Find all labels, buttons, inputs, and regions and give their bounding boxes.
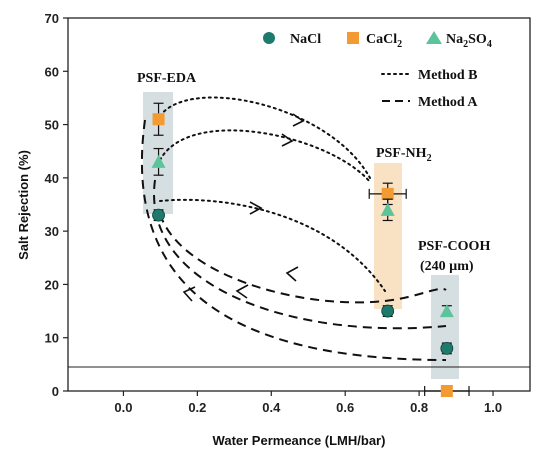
y-tick-label: 40 xyxy=(45,171,59,186)
x-axis-ticks: 0.0 0.2 0.4 0.6 0.8 1.0 xyxy=(114,391,502,415)
x-axis-title: Water Permeance (LMH/bar) xyxy=(213,433,386,448)
label-psf-nh2-sub: 2 xyxy=(427,153,432,164)
legend: NaCl CaCl2 Na2SO4 Method B Method A xyxy=(263,31,492,110)
x-tick-label: 1.0 xyxy=(484,400,502,415)
method-b-curve-3 xyxy=(159,198,386,292)
method-a-curve-1 xyxy=(159,213,447,304)
plot-frame xyxy=(67,17,531,392)
method-b-curve-1 xyxy=(159,96,371,179)
y-tick-label: 0 xyxy=(52,384,59,399)
legend-marker-na2so4 xyxy=(426,31,442,44)
x-tick-label: 0.6 xyxy=(336,400,354,415)
legend-label-na2so4: Na2SO4 xyxy=(446,32,492,50)
legend-marker-cacl2 xyxy=(347,32,359,44)
legend-marker-nacl xyxy=(263,32,275,44)
legend-na2so4-b: SO xyxy=(468,32,487,47)
label-psf-cooh-thickness: (240 µm) xyxy=(420,259,474,274)
point-cacl2-2 xyxy=(440,385,453,397)
label-psf-cooh: PSF-COOH xyxy=(418,239,490,254)
point-na2so4-1 xyxy=(380,202,395,216)
legend-na2so4-sub2: 4 xyxy=(487,39,492,50)
x-tick-label: 0.4 xyxy=(262,400,281,415)
x-tick-label: 0.8 xyxy=(410,400,428,415)
method-b-arrow-1 xyxy=(292,113,305,127)
y-tick-label: 10 xyxy=(45,331,59,346)
y-tick-label: 50 xyxy=(45,118,59,133)
method-a-curve-2 xyxy=(153,179,447,330)
point-nacl-0 xyxy=(152,208,165,222)
legend-label-method-b: Method B xyxy=(418,68,478,83)
method-a-arrows xyxy=(182,266,299,302)
data-markers xyxy=(151,102,470,397)
legend-label-cacl2-sub: 2 xyxy=(397,39,402,50)
method-b-curve-2 xyxy=(159,129,371,183)
method-a-curves xyxy=(140,119,447,361)
legend-label-cacl2: CaCl2 xyxy=(366,32,402,50)
label-psf-nh2: PSF-NH2 xyxy=(376,146,432,164)
legend-label-nacl: NaCl xyxy=(290,32,321,47)
point-na2so4-2 xyxy=(439,304,454,318)
y-tick-label: 60 xyxy=(45,64,59,79)
y-axis-ticks: 0 10 20 30 40 50 60 70 xyxy=(45,11,68,399)
label-psf-eda: PSF-EDA xyxy=(137,71,197,86)
legend-label-method-a: Method A xyxy=(418,95,478,110)
legend-na2so4-a: Na xyxy=(446,32,463,47)
method-b-arrow-3 xyxy=(249,201,263,215)
label-psf-nh2-main: PSF-NH xyxy=(376,146,427,161)
y-axis-title: Salt Rejection (%) xyxy=(16,150,31,260)
method-a-curve-3 xyxy=(140,119,447,361)
legend-label-cacl2-main: CaCl xyxy=(366,32,397,47)
point-cacl2-1 xyxy=(381,187,394,200)
method-a-arrow-2 xyxy=(235,284,249,299)
y-tick-label: 20 xyxy=(45,277,59,292)
y-tick-label: 70 xyxy=(45,11,59,26)
method-b-arrows xyxy=(249,113,305,215)
x-tick-label: 0.0 xyxy=(114,400,132,415)
method-b-arrow-2 xyxy=(281,133,294,147)
point-na2so4-0 xyxy=(151,154,166,168)
point-cacl2-0 xyxy=(152,113,165,126)
method-a-arrow-1 xyxy=(285,266,299,282)
method-b-curves xyxy=(159,96,386,292)
y-tick-label: 30 xyxy=(45,224,59,239)
x-tick-label: 0.2 xyxy=(188,400,206,415)
point-nacl-1 xyxy=(381,304,395,318)
point-nacl-2 xyxy=(440,341,454,355)
legend-na2so4-sub1: 2 xyxy=(463,39,468,50)
method-a-arrow-3 xyxy=(182,286,196,302)
